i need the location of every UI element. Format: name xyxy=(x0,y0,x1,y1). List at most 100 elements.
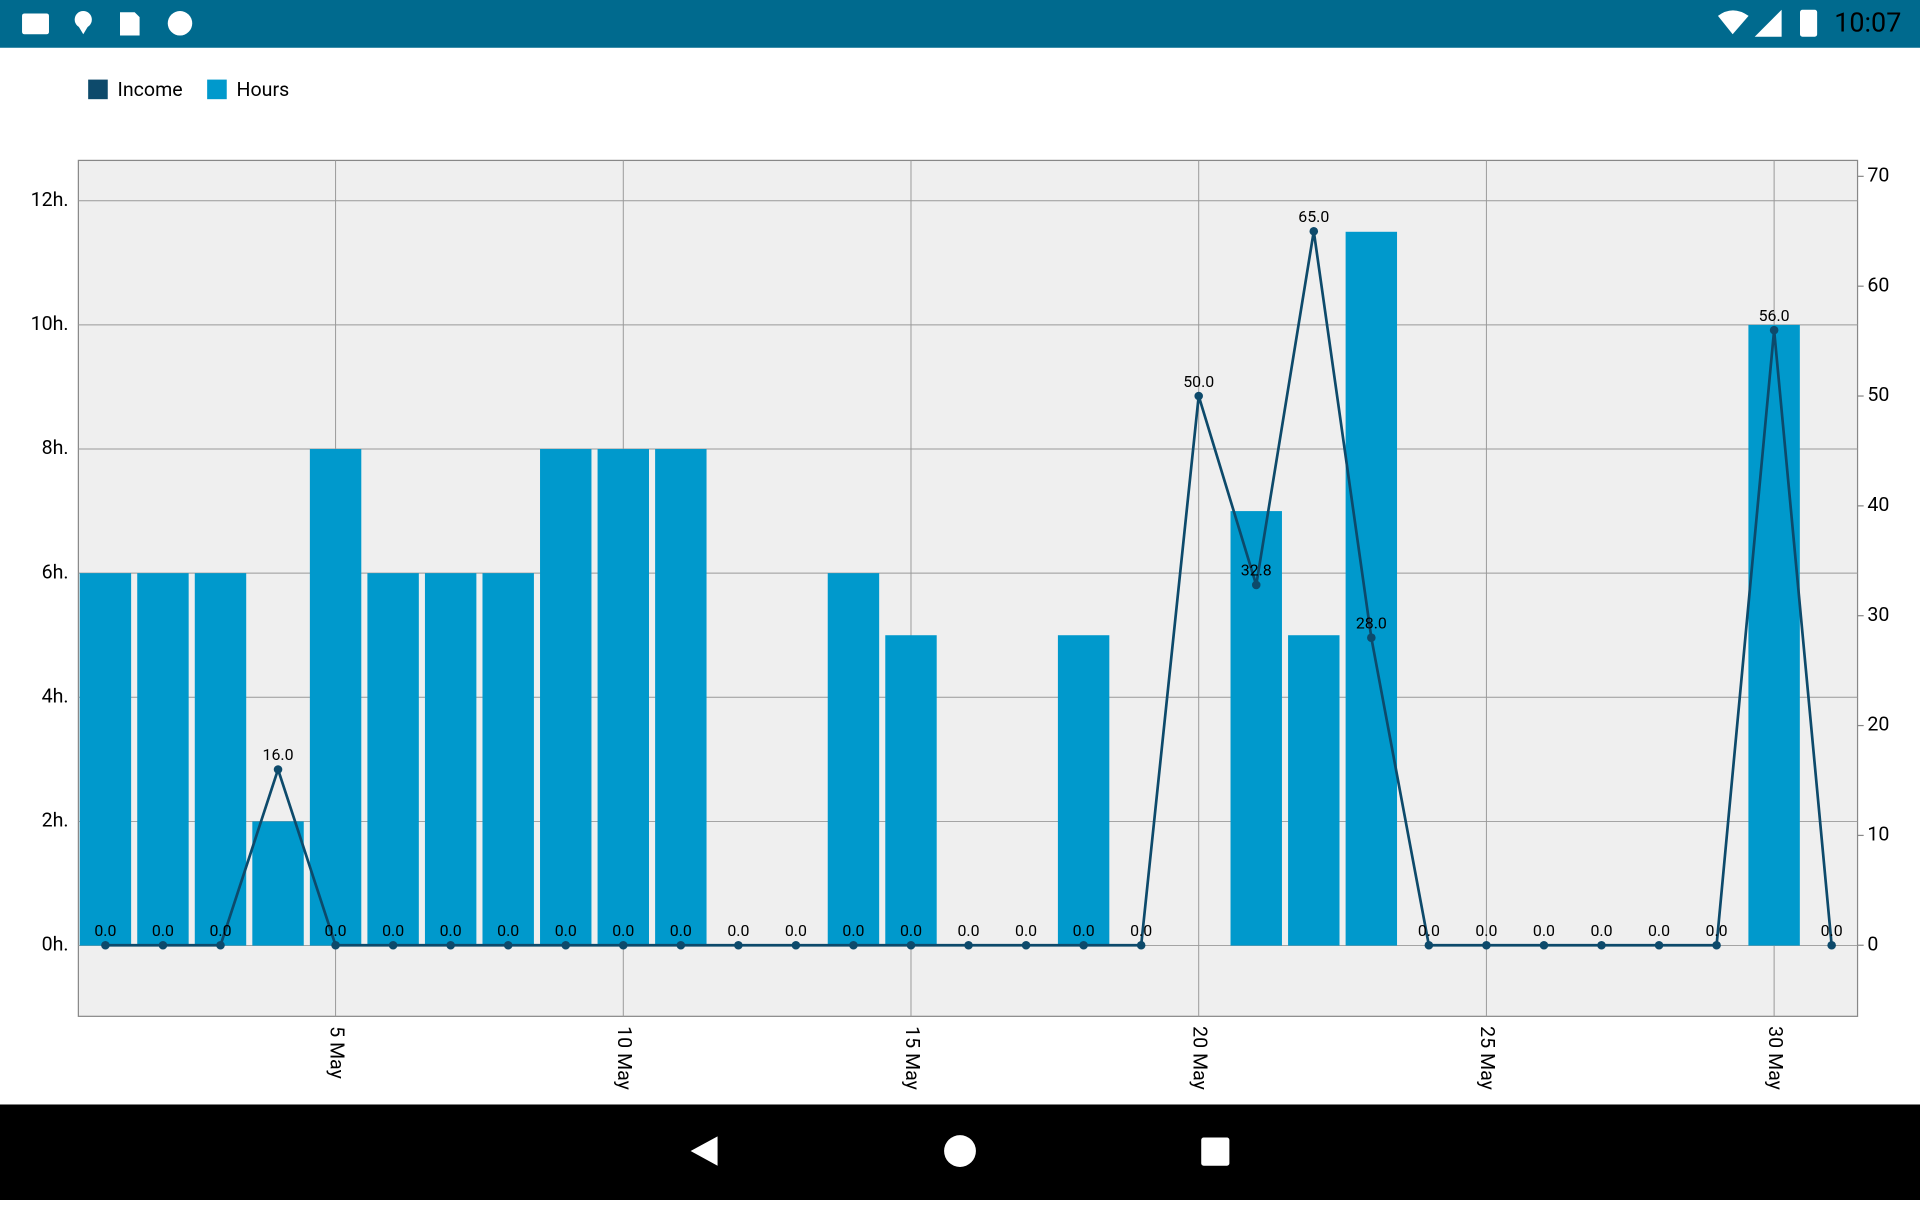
y2-tick-label: 50 xyxy=(1867,383,1889,406)
x-tick-label: 5 May xyxy=(325,1026,348,1079)
y2-tick-label: 20 xyxy=(1867,713,1889,736)
y-tick-label: 0h. xyxy=(42,933,69,956)
y2-tick-label: 60 xyxy=(1867,273,1889,296)
status-icons xyxy=(22,9,1818,37)
x-tick-label: 30 May xyxy=(1764,1026,1787,1090)
bar xyxy=(424,573,477,946)
legend-swatch xyxy=(207,79,227,100)
point xyxy=(734,940,743,950)
bar xyxy=(655,449,707,946)
bar xyxy=(885,635,937,946)
legend-label: Income xyxy=(118,78,183,101)
value-label: 0.0 xyxy=(900,921,922,940)
point xyxy=(1021,940,1031,950)
value-label: 0.0 xyxy=(1533,921,1555,940)
bar xyxy=(1057,635,1110,946)
point xyxy=(216,940,225,950)
bar xyxy=(827,573,880,946)
point xyxy=(1136,940,1146,950)
point xyxy=(1424,940,1434,950)
point xyxy=(331,940,340,950)
x-tick-label: 25 May xyxy=(1476,1026,1499,1090)
point xyxy=(1597,940,1606,950)
value-label: 50.0 xyxy=(1183,372,1214,391)
point xyxy=(1769,325,1779,335)
value-label: 0.0 xyxy=(1418,921,1440,940)
bar xyxy=(252,821,304,946)
value-label: 0.0 xyxy=(94,921,116,940)
y-tick-label: 4h. xyxy=(42,684,69,707)
value-label: 0.0 xyxy=(1015,921,1037,940)
value-label: 0.0 xyxy=(842,921,864,940)
value-label: 0.0 xyxy=(382,921,404,940)
point xyxy=(1712,940,1721,950)
value-label: 0.0 xyxy=(1073,921,1095,940)
value-label: 56.0 xyxy=(1759,306,1790,325)
legend-label: Hours xyxy=(237,78,290,101)
value-label: 0.0 xyxy=(209,921,231,940)
value-label: 0.0 xyxy=(1821,921,1843,940)
value-label: 0.0 xyxy=(1590,921,1612,940)
recents-button[interactable] xyxy=(1201,1137,1230,1166)
value-label: 0.0 xyxy=(727,921,749,940)
value-label: 32.8 xyxy=(1241,561,1272,580)
value-label: 0.0 xyxy=(957,921,979,940)
y-tick-label: 6h. xyxy=(42,560,69,583)
point xyxy=(561,940,571,950)
status-bar xyxy=(0,0,1920,48)
point xyxy=(1827,940,1836,950)
value-label: 0.0 xyxy=(1706,921,1728,940)
value-label: 0.0 xyxy=(1475,921,1497,940)
nav-buttons[interactable] xyxy=(690,1135,1230,1167)
point xyxy=(446,940,455,950)
point xyxy=(1482,940,1491,950)
y-tick-label: 8h. xyxy=(42,436,69,459)
point xyxy=(618,940,628,950)
value-label: 0.0 xyxy=(1648,921,1670,940)
y2-tick-label: 10 xyxy=(1867,823,1889,846)
bar xyxy=(597,449,649,946)
value-label: 16.0 xyxy=(263,745,294,764)
x-tick-label: 15 May xyxy=(901,1026,924,1090)
point xyxy=(1251,580,1261,590)
value-label: 65.0 xyxy=(1298,207,1329,226)
point xyxy=(1539,940,1549,950)
point xyxy=(964,940,973,950)
point xyxy=(1079,940,1088,950)
bar xyxy=(1748,324,1800,946)
value-label: 28.0 xyxy=(1356,613,1387,632)
status-time: 10:07 xyxy=(1834,7,1901,39)
point xyxy=(503,940,513,950)
point xyxy=(1194,391,1203,401)
x-tick-label: 20 May xyxy=(1189,1026,1212,1090)
value-label: 0.0 xyxy=(325,921,347,940)
value-label: 0.0 xyxy=(670,921,692,940)
point xyxy=(388,940,398,950)
bar xyxy=(1345,231,1398,946)
chart: 0h. 2h. 4h. 6h. 8h. 10h. 12h. 0 10 20 30 40 50 60 70 5 … xyxy=(31,78,1890,1091)
value-label: 0.0 xyxy=(440,921,462,940)
bar xyxy=(137,573,189,946)
point xyxy=(273,765,283,774)
home-button[interactable] xyxy=(944,1135,976,1167)
bar xyxy=(367,573,419,946)
point xyxy=(849,940,858,950)
point xyxy=(158,940,168,950)
point xyxy=(1309,226,1319,236)
value-label: 0.0 xyxy=(612,921,634,940)
point xyxy=(791,940,801,950)
point xyxy=(1367,633,1376,642)
point xyxy=(906,940,916,950)
point xyxy=(676,940,686,950)
back-button[interactable] xyxy=(690,1136,718,1166)
y2-tick-label: 30 xyxy=(1867,603,1889,626)
y2-tick-label: 0 xyxy=(1867,932,1878,955)
y2-tick-label: 70 xyxy=(1867,164,1889,187)
y-tick-label: 12h. xyxy=(31,188,69,211)
y2-tick-label: 40 xyxy=(1867,493,1889,516)
value-label: 0.0 xyxy=(1130,921,1152,940)
bar xyxy=(540,449,592,946)
point xyxy=(1654,940,1664,950)
point xyxy=(101,940,110,950)
